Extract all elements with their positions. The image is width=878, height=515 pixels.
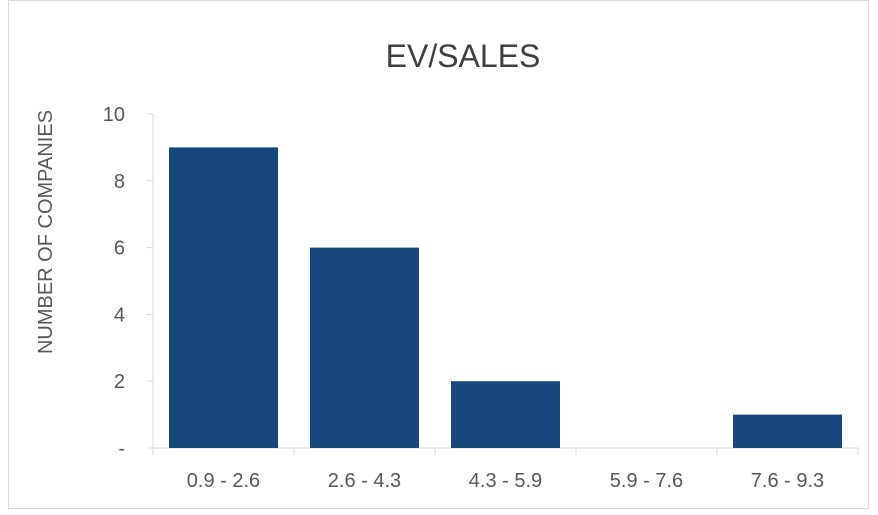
x-tick-label: 2.6 - 4.3 — [328, 470, 401, 492]
x-tick-label: 5.9 - 7.6 — [610, 470, 683, 492]
chart-title: EV/SALES — [386, 38, 541, 74]
x-tick-label: 0.9 - 2.6 — [187, 470, 260, 492]
y-tick-label: 6 — [114, 238, 125, 260]
bar — [451, 381, 560, 448]
y-tick-label: 4 — [114, 304, 125, 326]
y-tick-label: 8 — [114, 171, 125, 193]
y-axis-label: NUMBER OF COMPANIES — [35, 110, 57, 354]
bar — [169, 147, 278, 448]
bar — [733, 414, 842, 448]
chart-frame — [8, 0, 869, 509]
y-tick-label: 2 — [114, 371, 125, 393]
y-axis: - 2 4 6 8 10 — [103, 104, 154, 460]
x-axis: 0.9 - 2.6 2.6 - 4.3 4.3 - 5.9 5.9 - 7.6 7.6 … — [152, 447, 859, 492]
y-tick-label: 10 — [103, 104, 125, 126]
y-tick-label: - — [118, 438, 125, 460]
x-tick-label: 7.6 - 9.3 — [751, 470, 824, 492]
bar-series — [169, 147, 842, 448]
bar — [310, 247, 419, 448]
x-tick-label: 4.3 - 5.9 — [469, 470, 542, 492]
